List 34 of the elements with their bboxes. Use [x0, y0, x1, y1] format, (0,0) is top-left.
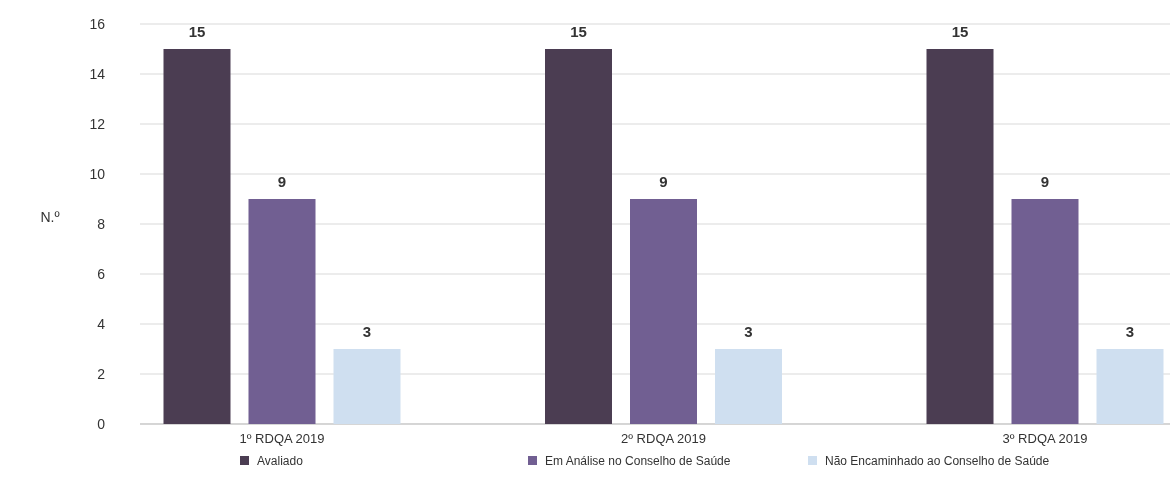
- data-label: 15: [570, 23, 587, 40]
- data-label: 9: [277, 173, 287, 190]
- bar: [926, 49, 994, 424]
- y-tick-label: 10: [89, 165, 106, 182]
- legend-label: Em Análise no Conselho de Saúde: [545, 453, 731, 468]
- data-label: 3: [362, 323, 372, 340]
- y-tick-label: 8: [97, 215, 106, 232]
- y-tick-label: 0: [97, 415, 106, 432]
- data-label: 9: [1040, 173, 1050, 190]
- bar: [1011, 199, 1079, 424]
- x-tick-label: 3º RDQA 2019: [1002, 431, 1088, 446]
- x-tick-label: 1º RDQA 2019: [239, 431, 325, 446]
- data-label: 3: [1125, 323, 1135, 340]
- bar: [545, 49, 612, 424]
- y-tick-label: 14: [89, 65, 106, 82]
- legend-label: Não Encaminhado ao Conselho de Saúde: [825, 453, 1050, 468]
- y-tick-label: 2: [97, 365, 106, 382]
- y-tick-label: 12: [89, 115, 106, 132]
- bar: [1096, 349, 1164, 424]
- y-tick-label: 4: [97, 315, 106, 332]
- data-label: 15: [951, 23, 969, 40]
- bar: [248, 199, 316, 424]
- data-label: 15: [188, 23, 206, 40]
- y-tick-label: 16: [89, 15, 106, 32]
- x-tick-label: 2º RDQA 2019: [621, 431, 706, 446]
- data-label: 3: [744, 323, 753, 340]
- y-tick-label: 6: [97, 265, 106, 282]
- bar: [630, 199, 697, 424]
- bar: [163, 49, 231, 424]
- y-axis-title: N.º: [40, 209, 60, 225]
- bar: [715, 349, 782, 424]
- legend-label: Avaliado: [257, 453, 304, 468]
- bar: [333, 349, 401, 424]
- data-label: 9: [659, 173, 668, 190]
